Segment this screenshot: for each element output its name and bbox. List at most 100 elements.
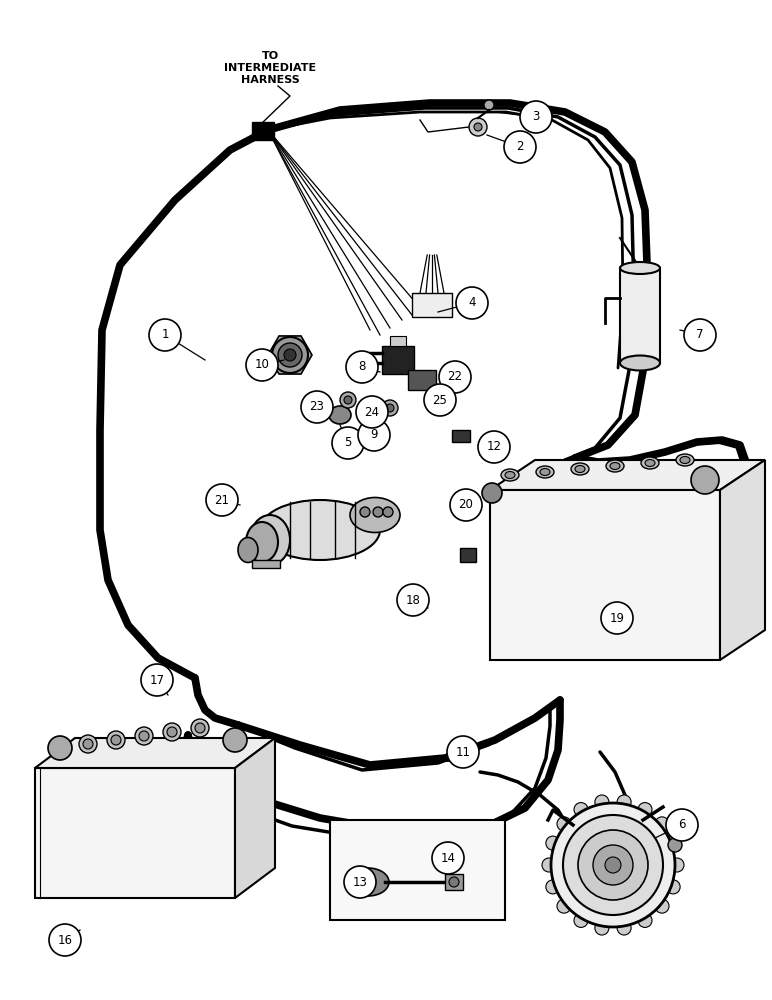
Circle shape — [578, 830, 648, 900]
Circle shape — [49, 924, 81, 956]
Circle shape — [163, 723, 181, 741]
Circle shape — [352, 874, 368, 890]
Circle shape — [447, 736, 479, 768]
Circle shape — [563, 815, 663, 915]
Circle shape — [344, 866, 376, 898]
Circle shape — [593, 845, 633, 885]
Bar — [445, 874, 463, 890]
Circle shape — [141, 664, 173, 696]
Text: 24: 24 — [364, 406, 380, 418]
Bar — [252, 560, 280, 568]
Bar — [35, 768, 235, 898]
Circle shape — [655, 817, 669, 831]
Circle shape — [520, 101, 552, 133]
Ellipse shape — [505, 472, 515, 479]
Ellipse shape — [501, 469, 519, 481]
Circle shape — [432, 842, 464, 874]
Bar — [408, 370, 436, 390]
Circle shape — [449, 877, 459, 887]
Circle shape — [691, 466, 719, 494]
Bar — [452, 430, 470, 442]
Ellipse shape — [246, 522, 278, 562]
Polygon shape — [490, 460, 765, 490]
Bar — [330, 820, 505, 920]
Circle shape — [51, 739, 69, 757]
Circle shape — [456, 287, 488, 319]
Circle shape — [223, 728, 247, 752]
Circle shape — [111, 735, 121, 745]
Circle shape — [557, 899, 571, 913]
Text: 16: 16 — [57, 934, 73, 946]
Circle shape — [666, 836, 680, 850]
Polygon shape — [235, 738, 275, 898]
Text: 10: 10 — [255, 359, 269, 371]
Circle shape — [595, 921, 609, 935]
Circle shape — [382, 400, 398, 416]
Circle shape — [346, 351, 378, 383]
Ellipse shape — [606, 460, 624, 472]
Ellipse shape — [260, 500, 380, 560]
Circle shape — [601, 602, 633, 634]
Text: 9: 9 — [371, 428, 378, 442]
Polygon shape — [268, 336, 312, 374]
Text: 5: 5 — [344, 436, 352, 450]
Circle shape — [55, 743, 65, 753]
Text: 11: 11 — [455, 746, 470, 758]
Circle shape — [397, 584, 429, 616]
Circle shape — [358, 419, 390, 451]
Text: 23: 23 — [310, 400, 324, 414]
Circle shape — [617, 795, 631, 809]
Circle shape — [478, 431, 510, 463]
Polygon shape — [35, 738, 275, 768]
Circle shape — [206, 484, 238, 516]
Circle shape — [135, 727, 153, 745]
Circle shape — [195, 723, 205, 733]
Text: 20: 20 — [459, 498, 473, 512]
Polygon shape — [720, 460, 765, 660]
Circle shape — [191, 719, 209, 737]
Bar — [390, 336, 406, 346]
Circle shape — [149, 319, 181, 351]
Ellipse shape — [610, 462, 620, 470]
Circle shape — [278, 343, 302, 367]
Ellipse shape — [575, 466, 585, 473]
Circle shape — [139, 731, 149, 741]
Text: 18: 18 — [405, 593, 421, 606]
Ellipse shape — [676, 454, 694, 466]
Circle shape — [83, 739, 93, 749]
Circle shape — [469, 118, 487, 136]
Circle shape — [344, 396, 352, 404]
Circle shape — [574, 803, 588, 817]
Circle shape — [340, 392, 356, 408]
Circle shape — [551, 803, 675, 927]
Ellipse shape — [620, 356, 660, 370]
Bar — [460, 548, 476, 562]
Circle shape — [617, 921, 631, 935]
Text: 6: 6 — [679, 818, 686, 832]
Circle shape — [301, 391, 333, 423]
Circle shape — [484, 100, 494, 110]
Circle shape — [474, 123, 482, 131]
Circle shape — [450, 489, 482, 521]
Circle shape — [482, 483, 502, 503]
Circle shape — [332, 427, 364, 459]
Text: 14: 14 — [441, 852, 455, 864]
Ellipse shape — [645, 460, 655, 466]
Text: 8: 8 — [358, 360, 366, 373]
Circle shape — [356, 396, 388, 428]
Ellipse shape — [540, 468, 550, 476]
Circle shape — [546, 880, 560, 894]
Ellipse shape — [571, 463, 589, 475]
Circle shape — [670, 858, 684, 872]
Bar — [412, 293, 452, 317]
Circle shape — [361, 415, 375, 429]
Circle shape — [668, 838, 682, 852]
Text: 13: 13 — [353, 876, 367, 888]
Circle shape — [638, 913, 652, 927]
Ellipse shape — [238, 538, 258, 562]
Circle shape — [246, 349, 278, 381]
Circle shape — [684, 319, 716, 351]
Circle shape — [272, 337, 308, 373]
Ellipse shape — [250, 515, 290, 565]
Bar — [620, 268, 660, 363]
